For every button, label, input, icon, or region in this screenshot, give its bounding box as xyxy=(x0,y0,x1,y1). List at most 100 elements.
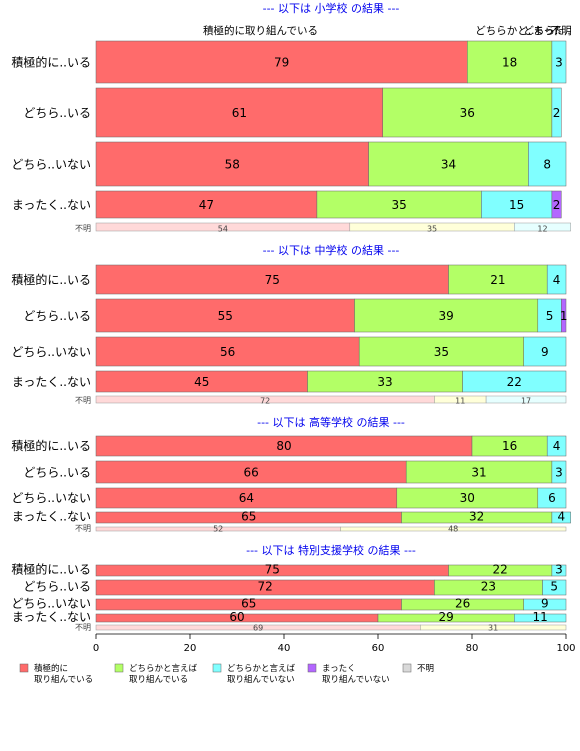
bar-segment xyxy=(368,141,529,187)
bar-segment xyxy=(95,336,360,367)
unknown-data-label: 35 xyxy=(427,225,437,234)
legend-label: まったく xyxy=(322,664,356,674)
bar-segment xyxy=(95,298,355,333)
unknown-row-label: 不明 xyxy=(75,396,91,405)
data-label: 75 xyxy=(265,273,280,287)
data-label: 5 xyxy=(550,580,558,594)
data-label: 6 xyxy=(548,491,556,505)
category-label: どちら..いない xyxy=(11,345,91,359)
category-label: どちら..いる xyxy=(23,106,91,120)
bar-segment xyxy=(481,190,553,219)
data-label: 9 xyxy=(541,345,549,359)
unknown-data-label: 17 xyxy=(521,397,531,406)
data-label: 39 xyxy=(439,309,454,323)
data-label: 35 xyxy=(434,345,449,359)
legend-swatch xyxy=(307,663,317,673)
bar-segment xyxy=(95,264,449,295)
bar-segment xyxy=(514,613,567,623)
data-label: 2 xyxy=(553,106,561,120)
data-label: 75 xyxy=(265,563,280,577)
legend-label: どちらかと言えば xyxy=(227,663,296,674)
category-label: まったく..ない xyxy=(12,198,91,212)
section-title: --- 以下は 特別支援学校 の結果 --- xyxy=(246,543,416,557)
data-label: 21 xyxy=(490,273,505,287)
header-label: 積極的に取り組んでいる xyxy=(203,24,318,37)
section-title: --- 以下は 小学校 の結果 --- xyxy=(263,1,400,15)
legend-label: 不明 xyxy=(417,664,434,674)
x-tick-label: 20 xyxy=(184,643,197,654)
unknown-segment xyxy=(514,222,571,232)
data-label: 80 xyxy=(276,439,291,453)
data-label: 30 xyxy=(460,491,475,505)
bar-segment xyxy=(95,87,383,138)
category-label: どちら..いない xyxy=(11,158,91,172)
header-label: まった.. xyxy=(533,25,571,37)
legend-label: 取り組んでいない xyxy=(322,674,390,685)
unknown-data-label: 31 xyxy=(488,624,498,633)
data-label: 32 xyxy=(469,510,484,524)
bar-segment xyxy=(551,40,567,84)
legend-label: 取り組んでいない xyxy=(227,674,295,685)
header-label: どちら.. xyxy=(523,25,561,37)
unknown-row-label: 不明 xyxy=(75,524,91,533)
data-label: 55 xyxy=(218,309,233,323)
bar-segment xyxy=(542,579,567,596)
legend-label: 取り組んでいる xyxy=(34,674,93,685)
unknown-data-label: 12 xyxy=(537,225,547,234)
unknown-segment xyxy=(340,526,567,532)
unknown-data-label: 52 xyxy=(213,525,223,534)
unknown-data-label: 48 xyxy=(448,525,458,534)
data-label: 9 xyxy=(541,597,549,611)
data-label: 23 xyxy=(481,580,496,594)
bar-segment xyxy=(316,190,482,219)
data-label: 18 xyxy=(502,56,517,70)
unknown-data-label: 72 xyxy=(260,397,270,406)
category-label: 積極的に..いる xyxy=(11,562,91,577)
data-label: 58 xyxy=(225,158,240,172)
bar-segment xyxy=(523,336,567,367)
data-label: 4 xyxy=(553,273,561,287)
unknown-data-label: 69 xyxy=(253,624,263,633)
unknown-segment xyxy=(485,395,567,404)
unknown-segment xyxy=(420,624,567,631)
category-label: 積極的に..いる xyxy=(11,55,91,70)
data-label: 36 xyxy=(460,106,475,120)
section-title: --- 以下は 中学校 の結果 --- xyxy=(263,243,400,257)
data-label: 22 xyxy=(507,375,522,389)
bar-segment xyxy=(551,87,562,138)
unknown-data-label: 54 xyxy=(218,225,228,234)
bar-segment xyxy=(95,40,468,84)
bar-segment xyxy=(528,141,567,187)
header-label: 不明 xyxy=(551,25,572,37)
data-label: 45 xyxy=(194,375,209,389)
x-tick-label: 0 xyxy=(93,643,99,654)
bar-segment xyxy=(448,264,548,295)
data-label: 8 xyxy=(543,158,551,172)
data-label: 29 xyxy=(439,610,454,624)
bar-segment xyxy=(523,598,567,611)
category-label: 積極的に..いる xyxy=(11,272,91,287)
data-label: 31 xyxy=(471,466,486,480)
bar-segment xyxy=(551,564,567,577)
legend-swatch xyxy=(402,663,412,673)
data-label: 34 xyxy=(441,158,456,172)
data-label: 4 xyxy=(553,439,561,453)
data-label: 64 xyxy=(239,491,254,505)
x-tick-label: 40 xyxy=(278,643,291,654)
header-label: どちらかと.. xyxy=(475,25,534,37)
data-label: 79 xyxy=(274,56,289,70)
data-label: 15 xyxy=(509,198,524,212)
category-label: どちら..いる xyxy=(23,309,91,323)
bar-segment xyxy=(358,336,524,367)
x-tick-label: 80 xyxy=(466,643,479,654)
legend-label: 取り組んでいる xyxy=(129,674,188,685)
data-label: 16 xyxy=(502,439,517,453)
data-label: 5 xyxy=(546,309,554,323)
data-label: 3 xyxy=(555,56,563,70)
x-tick-label: 100 xyxy=(556,643,575,654)
category-label: 積極的に..いる xyxy=(11,438,91,453)
data-label: 65 xyxy=(241,597,256,611)
legend-swatch xyxy=(114,663,124,673)
category-label: どちら..いない xyxy=(11,597,91,611)
